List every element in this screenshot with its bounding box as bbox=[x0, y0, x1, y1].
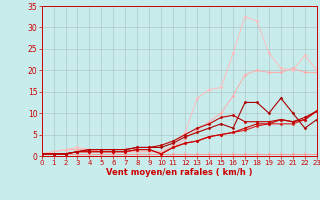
X-axis label: Vent moyen/en rafales ( km/h ): Vent moyen/en rafales ( km/h ) bbox=[106, 168, 252, 177]
